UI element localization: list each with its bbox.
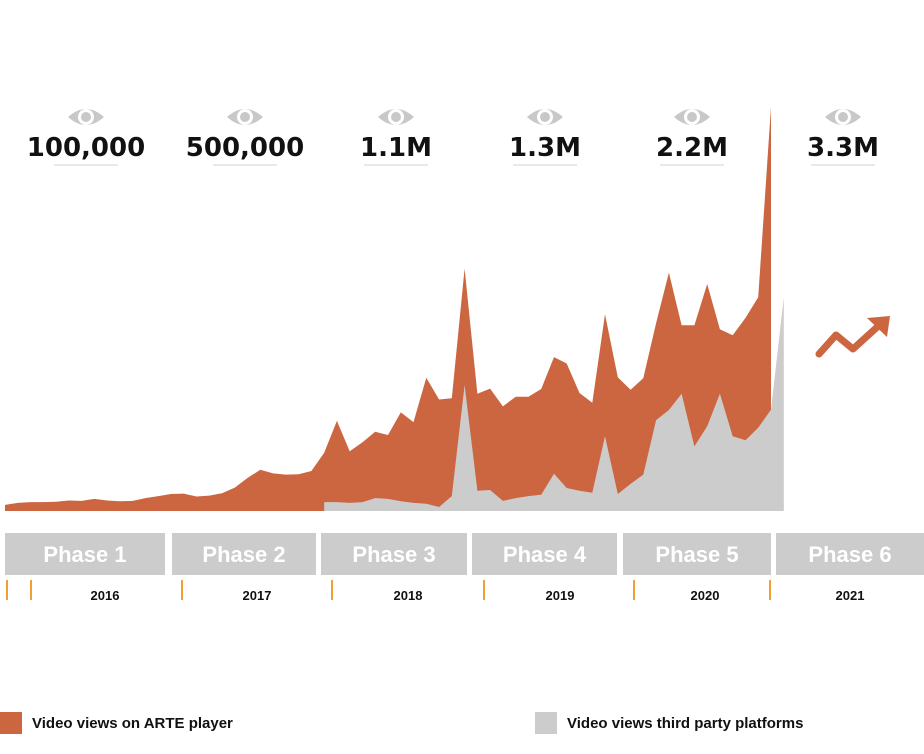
legend-swatch-third-party: [535, 712, 557, 734]
phase-label: Phase 5: [655, 542, 738, 567]
phase-label: Phase 4: [503, 542, 587, 567]
milestone-2: 500,000: [186, 109, 304, 166]
legend-label-arte: Video views on ARTE player: [32, 714, 233, 732]
phase-6: Phase 6: [776, 533, 924, 575]
eye-icon: [68, 109, 104, 125]
milestone-4: 1.3M: [509, 109, 581, 166]
milestone-label: 1.3M: [509, 133, 581, 163]
phase-label: Phase 1: [43, 542, 126, 567]
milestone-label: 500,000: [186, 133, 304, 163]
milestone-label: 2.2M: [656, 133, 728, 163]
phase-1: Phase 1: [5, 533, 165, 575]
phase-2: Phase 2: [172, 533, 316, 575]
milestone-5: 2.2M: [656, 109, 728, 166]
legend-label-third-party: Video views third party platforms: [567, 714, 804, 732]
area-plot: [5, 107, 784, 511]
phase-3: Phase 3: [321, 533, 467, 575]
eye-icon: [378, 109, 414, 125]
eye-icon: [674, 109, 710, 125]
eye-icon: [527, 109, 563, 125]
year-label: 2018: [394, 588, 423, 603]
year-label: 2020: [691, 588, 720, 603]
legend-item-third-party: Video views third party platforms: [535, 712, 803, 734]
milestone-label: 1.1M: [360, 133, 432, 163]
phase-5: Phase 5: [623, 533, 771, 575]
milestone-row: 100,000 500,000 1.1M 1.3M 2.2M 3.3M: [27, 109, 879, 166]
year-label: 2021: [836, 588, 865, 603]
milestone-label: 100,000: [27, 133, 145, 163]
year-tick-marks: [6, 580, 771, 600]
phase-label: Phase 3: [352, 542, 435, 567]
year-label: 2019: [546, 588, 575, 603]
year-label: 2016: [91, 588, 120, 603]
trend-arrow-icon: [815, 316, 890, 358]
phase-label: Phase 6: [808, 542, 891, 567]
eye-icon: [825, 109, 861, 125]
year-label: 2017: [243, 588, 272, 603]
year-row: 2016 2017 2018 2019 2020 2021: [91, 588, 865, 603]
phase-row: Phase 1 Phase 2 Phase 3 Phase 4 Phase 5 Phase…: [5, 533, 924, 575]
series-area-third-party: [324, 297, 784, 511]
eye-icon: [227, 109, 263, 125]
series-area-arte-player: [5, 107, 771, 511]
legend-swatch-arte: [0, 712, 22, 734]
milestone-label: 3.3M: [807, 133, 879, 163]
milestone-3: 1.1M: [360, 109, 432, 166]
legend-item-arte: Video views on ARTE player: [0, 712, 233, 734]
phase-label: Phase 2: [202, 542, 285, 567]
milestone-6: 3.3M: [807, 109, 879, 166]
milestone-1: 100,000: [27, 109, 145, 166]
phase-4: Phase 4: [472, 533, 617, 575]
